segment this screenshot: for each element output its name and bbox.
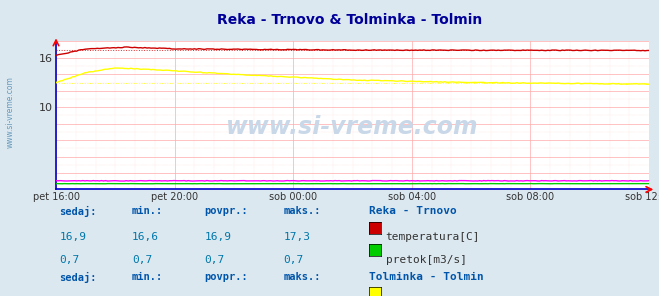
Text: 17,3: 17,3 <box>283 232 310 242</box>
Text: maks.:: maks.: <box>283 206 321 216</box>
Text: www.si-vreme.com: www.si-vreme.com <box>5 77 14 148</box>
Text: Reka - Trnovo: Reka - Trnovo <box>369 206 457 216</box>
Text: min.:: min.: <box>132 206 163 216</box>
Text: sedaj:: sedaj: <box>59 206 97 217</box>
Text: povpr.:: povpr.: <box>204 272 248 282</box>
Text: 0,7: 0,7 <box>283 255 304 265</box>
Text: sedaj:: sedaj: <box>59 272 97 283</box>
Text: 16,9: 16,9 <box>204 232 231 242</box>
Text: Reka - Trnovo & Tolminka - Tolmin: Reka - Trnovo & Tolminka - Tolmin <box>217 13 482 27</box>
Text: 16,6: 16,6 <box>132 232 159 242</box>
Text: 0,7: 0,7 <box>132 255 152 265</box>
Text: temperatura[C]: temperatura[C] <box>386 232 480 242</box>
Text: www.si-vreme.com: www.si-vreme.com <box>226 115 479 139</box>
Text: maks.:: maks.: <box>283 272 321 282</box>
Text: Tolminka - Tolmin: Tolminka - Tolmin <box>369 272 484 282</box>
Text: 0,7: 0,7 <box>59 255 80 265</box>
Text: pretok[m3/s]: pretok[m3/s] <box>386 255 467 265</box>
Text: povpr.:: povpr.: <box>204 206 248 216</box>
Text: 0,7: 0,7 <box>204 255 225 265</box>
Text: 16,9: 16,9 <box>59 232 86 242</box>
Text: min.:: min.: <box>132 272 163 282</box>
